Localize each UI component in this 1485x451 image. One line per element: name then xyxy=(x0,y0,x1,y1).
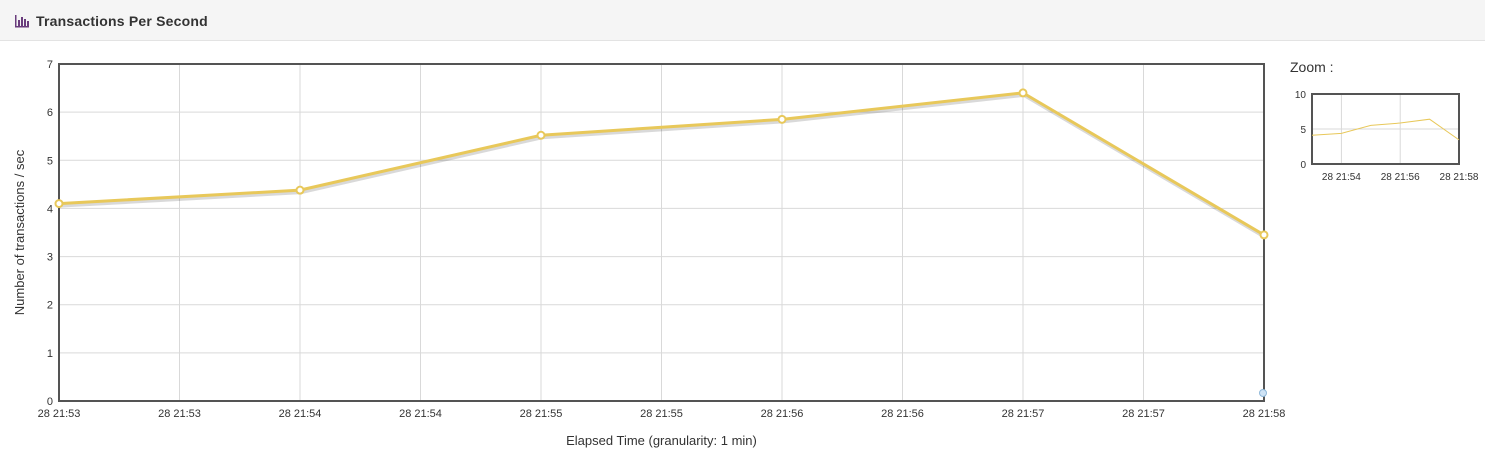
x-tick-label: 28 21:55 xyxy=(640,408,683,420)
y-tick-label: 2 xyxy=(47,300,53,312)
x-axis-label: Elapsed Time (granularity: 1 min) xyxy=(566,433,757,448)
zoom-label: Zoom : xyxy=(1290,59,1334,75)
x-tick-label: 28 21:56 xyxy=(761,408,804,420)
y-axis-label: Number of transactions / sec xyxy=(12,149,27,315)
x-tick-label: 28 21:58 xyxy=(1243,408,1286,420)
y-tick-label: 5 xyxy=(47,155,53,167)
series-line-shadow xyxy=(59,92,1267,239)
zoom-x-tick-label: 28 21:56 xyxy=(1381,172,1420,183)
zoom-plot-frame xyxy=(1311,93,1460,165)
hover-marker xyxy=(1259,389,1267,397)
panel-header: Transactions Per Second xyxy=(0,0,1485,41)
data-point[interactable] xyxy=(777,114,787,124)
zoom-series-line xyxy=(1311,118,1460,141)
x-tick-label: 28 21:55 xyxy=(520,408,563,420)
series-line[interactable] xyxy=(58,91,1265,237)
zoom-y-tick-label: 5 xyxy=(1300,125,1306,136)
data-point[interactable] xyxy=(295,185,305,195)
zoom-x-tick-label: 28 21:58 xyxy=(1440,172,1479,183)
panel-title: Transactions Per Second xyxy=(36,13,208,29)
x-tick-label: 28 21:56 xyxy=(881,408,924,420)
data-point[interactable] xyxy=(1259,230,1269,240)
zoom-x-tick-label: 28 21:54 xyxy=(1322,172,1361,183)
data-point[interactable] xyxy=(536,130,546,140)
y-tick-label: 0 xyxy=(47,396,53,408)
main-chart[interactable]: 0 1 2 3 4 5 6 7 28 21:53 28 21:53 28 21:54 28 21:54… xyxy=(0,42,1290,451)
bar-chart-icon xyxy=(15,15,29,28)
y-tick-label: 6 xyxy=(47,107,53,119)
x-tick-label: 28 21:54 xyxy=(279,408,322,420)
zoom-y-tick-label: 0 xyxy=(1300,160,1306,171)
x-tick-label: 28 21:57 xyxy=(1122,408,1165,420)
x-tick-label: 28 21:54 xyxy=(399,408,442,420)
y-tick-label: 4 xyxy=(47,203,53,215)
data-point[interactable] xyxy=(1018,88,1028,98)
x-tick-label: 28 21:57 xyxy=(1002,408,1045,420)
y-tick-label: 3 xyxy=(47,252,53,264)
data-point[interactable] xyxy=(54,199,64,209)
zoom-chart[interactable]: 0 5 10 28 21:54 28 21:56 28 21:58 xyxy=(1280,80,1485,190)
x-tick-label: 28 21:53 xyxy=(38,408,81,420)
y-tick-label: 7 xyxy=(47,59,53,71)
x-tick-label: 28 21:53 xyxy=(158,408,201,420)
y-tick-label: 1 xyxy=(47,348,53,360)
zoom-y-tick-label: 10 xyxy=(1295,90,1307,101)
